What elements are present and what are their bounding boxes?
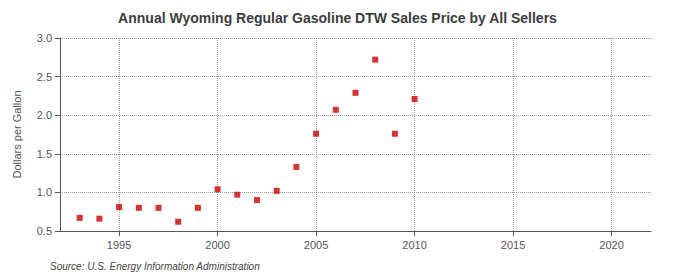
svg-text:2.0: 2.0 [37,109,52,121]
svg-text:2000: 2000 [205,239,229,251]
svg-text:Annual Wyoming Regular Gasolin: Annual Wyoming Regular Gasoline DTW Sale… [118,10,557,26]
svg-text:Dollars per Gallon: Dollars per Gallon [11,90,23,178]
svg-text:Source: U.S. Energy Informatio: Source: U.S. Energy Information Administ… [50,261,260,272]
svg-text:2020: 2020 [599,239,623,251]
svg-text:1.5: 1.5 [37,148,52,160]
svg-text:3.0: 3.0 [37,32,52,44]
svg-text:2015: 2015 [501,239,525,251]
svg-text:0.5: 0.5 [37,225,52,237]
svg-text:1995: 1995 [107,239,131,251]
svg-text:2010: 2010 [402,239,426,251]
svg-text:2.5: 2.5 [37,71,52,83]
svg-text:2005: 2005 [304,239,328,251]
svg-text:1.0: 1.0 [37,186,52,198]
